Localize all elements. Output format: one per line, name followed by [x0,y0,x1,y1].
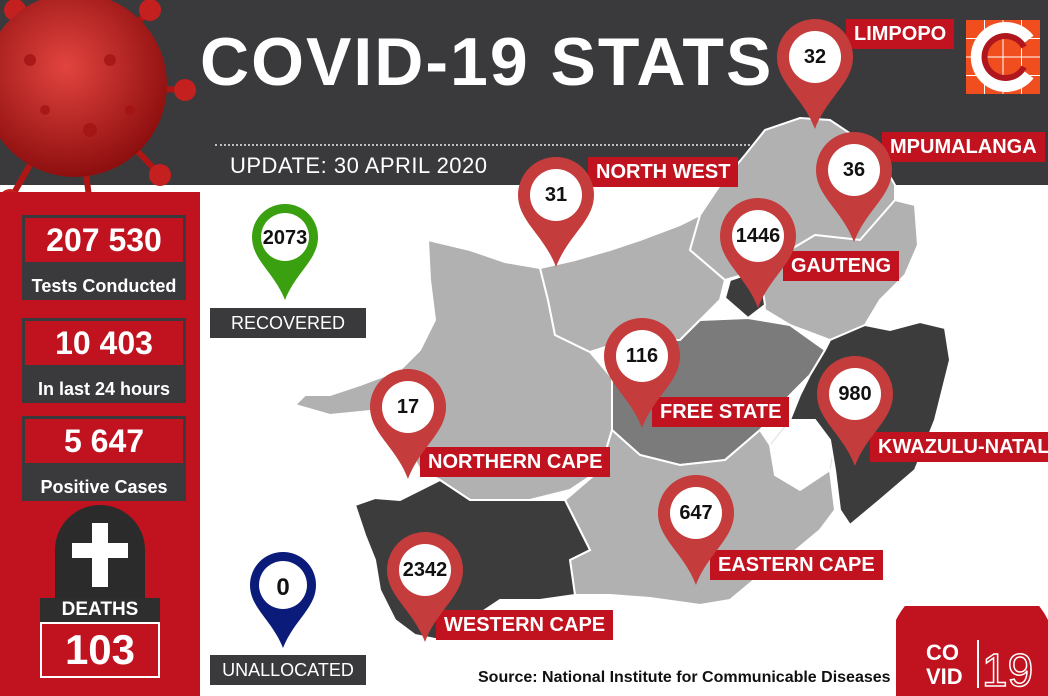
region-north-west [538,213,727,354]
pin-mpumalanga-value: 36 [842,159,866,181]
recovered-value: 2073 [262,227,308,249]
tests-conducted-card: 207 530 Tests Conducted [22,215,186,300]
pin-eastern-cape-icon [658,475,734,585]
header-divider [215,144,750,146]
pin-northern-cape-value: 17 [396,396,420,418]
pin-mpumalanga-icon [816,132,892,242]
update-date: UPDATE: 30 APRIL 2020 [230,153,488,178]
pin-north-west-value: 31 [544,184,568,206]
province-label-eastern-cape: EASTERN CAPE [710,550,883,580]
unallocated-label: UNALLOCATED [210,655,366,685]
source-credit: Source: National Institute for Communica… [478,669,891,686]
pin-gauteng-value: 1446 [735,225,781,247]
badge-line2: VID [926,664,963,689]
recovered-pin-icon [252,204,318,300]
unallocated-pin-icon [250,552,316,648]
pin-western-cape-icon [387,532,463,642]
pin-free-state-icon [604,318,680,428]
positive-cases-value: 5 647 [25,419,183,463]
last-24-hours-value: 10 403 [25,321,183,365]
badge-line1: CO [926,640,959,665]
badge-numeral: 19 [982,644,1033,696]
page-title: COVID-19 STATS [200,24,774,100]
pin-limpopo-icon [777,19,853,129]
province-label-limpopo: LIMPOPO [846,19,955,49]
province-label-mpumalanga: MPUMALANGA [882,132,1045,162]
unallocated-value: 0 [276,574,290,601]
province-label-western-cape: WESTERN CAPE [436,610,614,640]
pin-free-state-value: 116 [625,345,659,367]
tests-conducted-label: Tests Conducted [31,276,177,296]
province-label-gauteng: GAUTENG [783,251,899,281]
province-label-kwazulu-natal: KWAZULU-NATAL [870,432,1048,462]
province-label-north-west: NORTH WEST [588,157,739,187]
last-24-hours-label: In last 24 hours [37,379,171,399]
pin-northern-cape-icon [370,369,446,479]
pin-kwazulu-natal-value: 980 [838,383,872,405]
recovered-label: RECOVERED [210,308,366,338]
pin-eastern-cape-value: 647 [679,502,713,524]
province-label-free-state: FREE STATE [652,397,790,427]
brand-logo-icon [966,20,1040,94]
covid19-badge-logo: CO VID 19 [896,606,1048,696]
pin-north-west-icon [518,157,594,267]
tombstone-cross-icon [55,505,145,601]
last-24-hours-card: 10 403 In last 24 hours [22,318,186,403]
pin-western-cape-value: 2342 [402,559,448,581]
pin-limpopo-value: 32 [803,46,827,68]
positive-cases-label: Positive Cases [40,477,168,497]
deaths-label: DEATHS [40,598,160,622]
virus-icon [0,0,196,216]
deaths-value: 103 [40,622,160,678]
pin-gauteng-icon [720,198,796,308]
province-label-northern-cape: NORTHERN CAPE [420,447,611,477]
tests-conducted-value: 207 530 [25,218,183,262]
pin-kwazulu-natal-icon [817,356,893,466]
positive-cases-card: 5 647 Positive Cases [22,416,186,501]
